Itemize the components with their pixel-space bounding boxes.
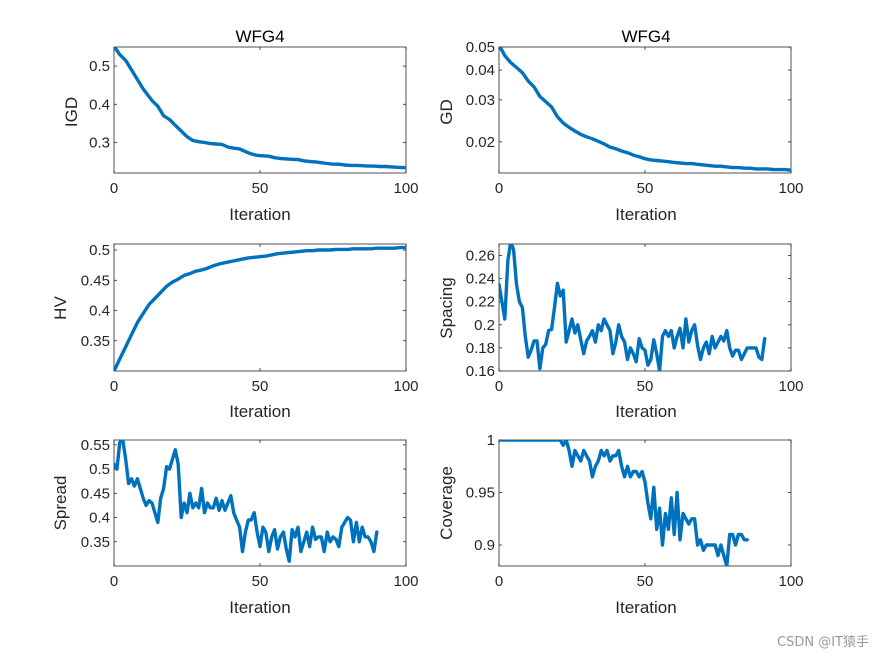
x-tick-label: 100 (393, 573, 418, 590)
x-tick-label: 50 (637, 378, 654, 395)
y-axis-label: Spread (51, 476, 70, 531)
x-tick-label: 0 (495, 180, 503, 197)
x-axis-label: Iteration (229, 402, 290, 421)
x-axis-label: Iteration (615, 598, 676, 617)
panel-spacing: Spacing Iteration 0 50 100 0.16 0.18 0.2 0.22 0… (437, 243, 804, 421)
y-axis-label: Spacing (437, 277, 456, 338)
axes-box (113, 243, 407, 372)
y-tick-label: 0.5 (89, 461, 110, 478)
x-tick-label: 50 (637, 573, 654, 590)
y-tick-label: 0.4 (89, 510, 110, 527)
y-tick-label: 0.03 (466, 92, 495, 109)
x-axis-label: Iteration (229, 598, 290, 617)
y-tick-label: 0.3 (89, 134, 110, 151)
x-axis-label: Iteration (615, 205, 676, 224)
x-tick-label: 50 (252, 180, 269, 197)
axes-box (498, 439, 792, 567)
y-tick-label: 0.35 (81, 534, 110, 551)
x-tick-label: 50 (637, 180, 654, 197)
x-tick-label: 0 (110, 378, 118, 395)
x-tick-label: 100 (778, 180, 803, 197)
watermark: CSDN @IT猿手 (777, 635, 869, 650)
y-tick-label: 0.16 (466, 363, 495, 380)
y-tick-label: 0.26 (466, 248, 495, 265)
y-axis-label: Coverage (437, 466, 456, 540)
y-tick-label: 0.35 (81, 333, 110, 350)
y-tick-label: 0.24 (466, 271, 495, 288)
x-tick-label: 100 (393, 180, 418, 197)
series-line (499, 244, 767, 371)
y-tick-label: 0.4 (89, 303, 110, 320)
panel-hv: HV Iteration 0 50 100 0.35 0.4 0.45 0.5 (51, 242, 419, 421)
x-tick-label: 100 (393, 378, 418, 395)
x-tick-label: 100 (778, 378, 803, 395)
y-tick-label: 0.45 (81, 272, 110, 289)
y-tick-label: 1 (487, 432, 495, 449)
series-line (499, 47, 791, 172)
x-tick-label: 0 (110, 573, 118, 590)
panel-igd: WFG4 IGD Iteration 0 50 100 0.3 0.4 0.5 (62, 27, 419, 224)
x-tick-label: 50 (252, 378, 269, 395)
x-axis-label: Iteration (229, 205, 290, 224)
y-tick-label: 0.05 (466, 39, 495, 56)
series-line (114, 245, 406, 371)
y-tick-label: 0.5 (89, 242, 110, 259)
series-line (499, 440, 749, 566)
panel-spread: Spread Iteration 0 50 100 0.35 0.4 0.45 0.5 0.5… (51, 437, 419, 617)
chart-title: WFG4 (235, 27, 284, 46)
y-tick-label: 0.18 (466, 340, 495, 357)
panel-coverage: Coverage Iteration 0 50 100 0.9 0.95 1 (437, 432, 804, 617)
series-line (114, 47, 406, 170)
x-tick-label: 0 (495, 573, 503, 590)
y-tick-label: 0.5 (89, 58, 110, 75)
y-tick-label: 0.04 (466, 62, 495, 79)
y-tick-label: 0.02 (466, 134, 495, 151)
y-axis-label: HV (51, 296, 70, 320)
y-tick-label: 0.2 (474, 317, 495, 334)
y-tick-label: 0.22 (466, 294, 495, 311)
y-axis-label: IGD (62, 97, 81, 127)
axes-box (498, 46, 792, 174)
y-tick-label: 0.9 (474, 537, 495, 554)
panel-gd: WFG4 GD Iteration 0 50 100 0.02 0.03 0.04 0.05 (437, 27, 804, 224)
y-tick-label: 0.45 (81, 485, 110, 502)
y-axis-label: GD (437, 99, 456, 125)
x-tick-label: 0 (495, 378, 503, 395)
chart-title: WFG4 (621, 27, 670, 46)
x-axis-label: Iteration (615, 402, 676, 421)
x-tick-label: 0 (110, 180, 118, 197)
series-line (114, 440, 379, 563)
y-tick-label: 0.4 (89, 96, 110, 113)
y-tick-label: 0.95 (466, 485, 495, 502)
y-tick-label: 0.55 (81, 437, 110, 454)
x-tick-label: 50 (252, 573, 269, 590)
x-tick-label: 100 (778, 573, 803, 590)
